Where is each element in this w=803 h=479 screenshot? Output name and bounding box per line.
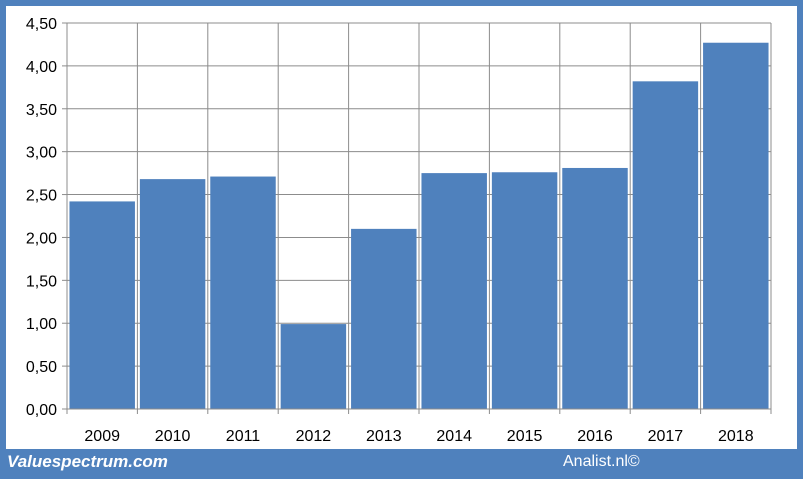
x-tick-labels: 2009 2010 2011 2012 2013 2014 2015 2016 2017 2018: [84, 428, 753, 445]
y-tick-label: 4,00: [26, 59, 57, 76]
y-tick-labels: 0,00 0,50 1,00 1,50 2,00 2,50 3,00 3,50 4,00 4,50: [26, 16, 57, 419]
bars: [69, 42, 769, 410]
y-tick-label: 4,50: [26, 16, 57, 33]
x-tick-label: 2012: [296, 428, 332, 445]
bar-2018: [703, 42, 769, 410]
x-tick-label: 2017: [648, 428, 684, 445]
axes: [62, 22, 771, 414]
bar-2017: [632, 81, 699, 409]
y-tick-label: 0,50: [26, 359, 57, 376]
bar-2015: [491, 172, 558, 409]
x-tick-label: 2015: [507, 428, 543, 445]
bar-2014: [421, 173, 487, 409]
x-tick-label: 2013: [366, 428, 402, 445]
bar-2011: [210, 176, 276, 409]
bar-2012: [280, 324, 347, 409]
bar-2016: [562, 167, 628, 409]
x-tick-label: 2014: [436, 428, 472, 445]
source-right-label: Analist.nl©: [563, 453, 640, 470]
x-tick-label: 2018: [718, 428, 754, 445]
y-tick-label: 1,50: [26, 273, 57, 290]
y-tick-label: 2,50: [26, 188, 57, 205]
y-tick-label: 3,50: [26, 102, 57, 119]
x-tick-label: 2016: [577, 428, 613, 445]
x-tick-label: 2010: [155, 428, 191, 445]
bar-2009: [69, 201, 135, 409]
y-tick-label: 2,00: [26, 230, 57, 247]
y-tick-label: 1,00: [26, 316, 57, 333]
y-tick-label: 0,00: [26, 402, 57, 419]
y-tick-label: 3,00: [26, 145, 57, 162]
x-tick-label: 2011: [226, 428, 261, 445]
x-tick-label: 2009: [84, 428, 120, 445]
bar-2010: [139, 179, 206, 409]
source-left-label: Valuespectrum.com: [7, 452, 168, 471]
bar-2013: [351, 228, 417, 409]
